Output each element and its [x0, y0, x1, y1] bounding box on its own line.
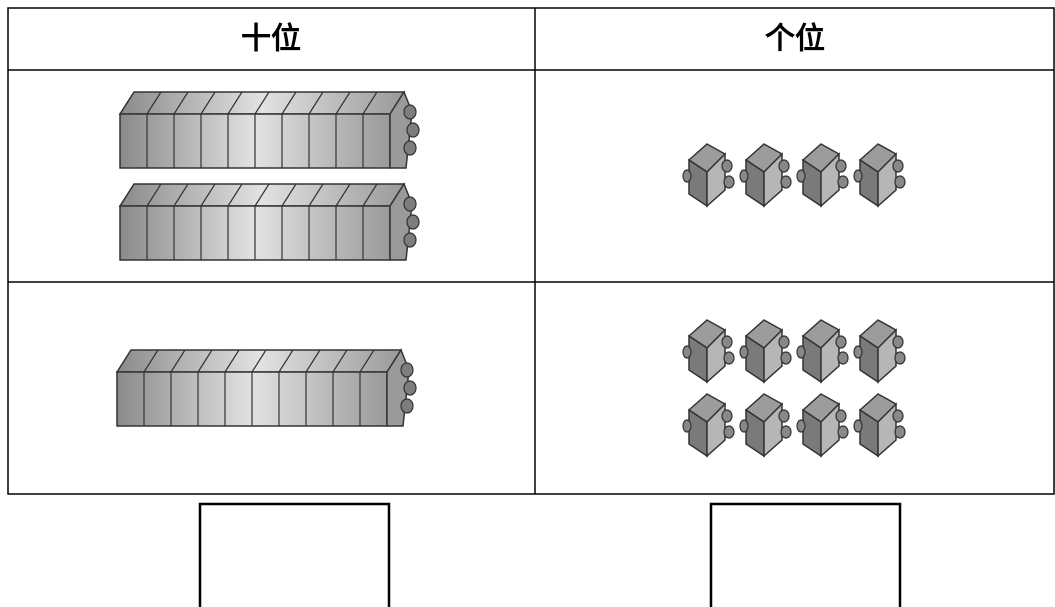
unit-cube	[796, 393, 849, 457]
table	[7, 7, 1055, 495]
tens-rods-row-1	[119, 91, 420, 261]
unit-cube	[853, 143, 906, 207]
ten-rod	[116, 349, 417, 427]
unit-cube	[853, 319, 906, 383]
unit-cube	[739, 319, 792, 383]
answer-box-ones[interactable]	[709, 502, 902, 607]
unit-cube	[682, 143, 735, 207]
unit-cube	[796, 319, 849, 383]
ten-rod	[119, 183, 420, 261]
ones-cubes-row-1	[682, 143, 906, 207]
tens-rods-row-2	[116, 349, 417, 427]
unit-cube	[739, 143, 792, 207]
unit-cube	[682, 393, 735, 457]
table-border	[7, 7, 1055, 495]
ones-cubes-row-2	[682, 319, 906, 457]
unit-cube	[853, 393, 906, 457]
unit-cube	[796, 143, 849, 207]
header-ones: 个位	[765, 22, 825, 57]
answer-box-tens[interactable]	[198, 502, 391, 607]
header-tens: 十位	[241, 22, 301, 57]
unit-cube	[682, 319, 735, 383]
ten-rod	[119, 91, 420, 169]
unit-cube	[739, 393, 792, 457]
